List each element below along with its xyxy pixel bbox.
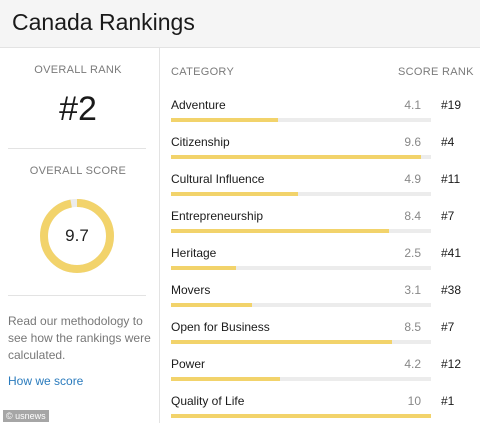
category-header: CATEGORY	[171, 66, 235, 78]
score-bar-track	[171, 118, 431, 122]
category-rank: #19	[441, 98, 462, 112]
category-row: Citizenship 9.6 #4	[170, 135, 470, 172]
category-row: Cultural Influence 4.9 #11	[170, 172, 470, 209]
category-name: Adventure	[171, 98, 226, 112]
category-rank: #41	[441, 246, 462, 260]
category-score: 9.6	[404, 135, 421, 149]
score-bar-track	[171, 377, 431, 381]
category-row: Movers 3.1 #38	[170, 283, 470, 320]
gauge-fill	[40, 199, 114, 273]
category-rank: #1	[441, 394, 455, 408]
score-bar-fill	[171, 340, 392, 344]
overall-score-gauge	[40, 199, 114, 273]
overall-rank-label: OVERALL RANK	[34, 64, 122, 76]
score-bar-track	[171, 155, 431, 159]
category-row: Adventure 4.1 #19	[170, 98, 470, 135]
overall-score-value: 9.7	[65, 226, 89, 245]
category-name: Quality of Life	[171, 394, 245, 408]
category-score: 8.5	[404, 320, 421, 334]
category-name: Open for Business	[171, 320, 270, 334]
score-bar-track	[171, 303, 431, 307]
score-bar-track	[171, 229, 431, 233]
page-header: Canada Rankings	[0, 0, 480, 48]
score-bar-fill	[171, 118, 278, 122]
category-name: Movers	[171, 283, 211, 297]
score-bar-fill	[171, 414, 431, 418]
category-rank: #4	[441, 135, 455, 149]
overall-score-label: OVERALL SCORE	[29, 165, 127, 177]
score-bar-fill	[171, 303, 252, 307]
category-name: Heritage	[171, 246, 217, 260]
category-table: CATEGORY SCORE RANK Adventure 4.1 #19 Citiz…	[160, 48, 480, 423]
category-row: Heritage 2.5 #41	[170, 246, 470, 283]
score-bar-track	[171, 414, 431, 418]
category-row: Entrepreneurship 8.4 #7	[170, 209, 470, 246]
how-we-score-link[interactable]: How we score	[8, 374, 84, 388]
category-rank: #11	[441, 172, 461, 186]
category-row: Quality of Life 10 #1	[170, 394, 470, 423]
methodology-text: Read our methodology to see how the rank…	[8, 314, 151, 362]
category-rank: #38	[441, 283, 462, 297]
divider	[8, 148, 146, 149]
divider	[8, 295, 146, 296]
category-name: Cultural Influence	[171, 172, 265, 186]
overall-panel: OVERALL RANK #2 OVERALL SCORE 9.7 Read o…	[0, 48, 160, 423]
score-bar-fill	[171, 155, 421, 159]
rank-header: RANK	[442, 66, 474, 78]
score-bar-track	[171, 266, 431, 270]
category-rank: #12	[441, 357, 462, 371]
page-title: Canada Rankings	[12, 9, 195, 35]
category-rank: #7	[441, 209, 455, 223]
overall-rank-value: #2	[59, 90, 97, 128]
score-bar-track	[171, 340, 431, 344]
category-score: 4.1	[404, 98, 421, 112]
category-name: Entrepreneurship	[171, 209, 264, 223]
score-bar-fill	[171, 377, 281, 381]
category-score: 10	[407, 394, 421, 408]
category-score: 3.1	[404, 283, 421, 297]
category-row: Power 4.2 #12	[170, 357, 470, 394]
category-row: Open for Business 8.5 #7	[170, 320, 470, 357]
category-name: Power	[171, 357, 206, 371]
category-rank: #7	[441, 320, 455, 334]
score-bar-fill	[171, 229, 390, 233]
score-bar-fill	[171, 192, 299, 196]
score-header: SCORE	[398, 66, 439, 78]
watermark: © usnews	[3, 410, 49, 422]
category-score: 4.9	[404, 172, 421, 186]
category-score: 2.5	[404, 246, 421, 260]
score-bar-track	[171, 192, 431, 196]
category-name: Citizenship	[171, 135, 230, 149]
category-score: 8.4	[404, 209, 421, 223]
category-score: 4.2	[404, 357, 421, 371]
score-bar-fill	[171, 266, 236, 270]
